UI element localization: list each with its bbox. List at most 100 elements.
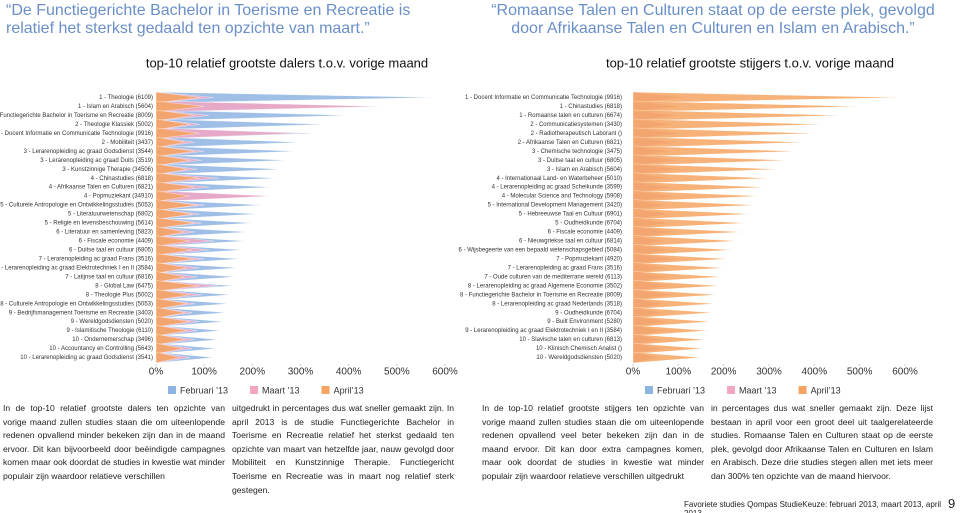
legend-label: Maart ’13 xyxy=(739,385,777,395)
chart-title: top-10 relatief grootste dalers t.o.v. v… xyxy=(146,55,428,70)
x-tick-label: 0% xyxy=(149,367,164,378)
category-label: 2 - Afrikaanse Talen en Culturen (6821) xyxy=(518,140,622,146)
bar xyxy=(155,307,185,319)
bar xyxy=(155,280,200,292)
footer: Favoriete studies Qompas StudieKeuze: fe… xyxy=(684,500,942,513)
x-tick-label: 200% xyxy=(240,367,266,378)
legend-label: April’13 xyxy=(334,385,364,395)
category-label: 3 - Duitse taal en cultuur (6805) xyxy=(538,158,622,164)
category-label: 8 - Culturele Antropologie en Ontwikkeli… xyxy=(0,301,153,307)
bar xyxy=(632,289,717,301)
legend-swatch xyxy=(250,386,259,394)
bar xyxy=(632,136,806,148)
bar xyxy=(632,145,797,157)
x-tick-label: 200% xyxy=(711,367,737,378)
category-label: 9 - Oudheidkunde (6704) xyxy=(555,310,622,316)
category-label: 4 - Popmuziekant (34910) xyxy=(84,194,153,200)
pull-quote: “De Functiegerichte Bachelor in Toerisme… xyxy=(6,2,411,37)
bar xyxy=(155,271,185,283)
category-label: 3 - Lerarenopleiding ac graad Godsdienst… xyxy=(24,149,153,155)
category-label: 4 - Molecular Science and Technology (59… xyxy=(502,194,622,200)
category-label: 1 - Docent Informatie en Communicatie Te… xyxy=(465,95,622,101)
bar xyxy=(632,343,704,355)
bar xyxy=(632,334,706,346)
category-label: 4 - Lerarenopleiding ac graad Scheikunde… xyxy=(492,185,622,191)
category-label: 9 - Lerarenopleiding ac graad Elektrotec… xyxy=(465,328,622,334)
x-tick-label: 100% xyxy=(666,367,692,378)
bar xyxy=(155,118,190,130)
category-label: 10 - Ondernemerschap (3496) xyxy=(72,337,153,343)
pull-quote: “Romaanse Talen en Culturen staat op de … xyxy=(491,2,935,37)
bar xyxy=(632,154,788,166)
bar xyxy=(632,109,842,121)
paragraph: in percentages dus wat sneller gemaakt z… xyxy=(711,403,933,481)
bar xyxy=(155,127,200,139)
x-tick-label: 300% xyxy=(756,367,782,378)
x-tick-label: 100% xyxy=(191,367,217,378)
bar xyxy=(155,325,188,337)
category-label: 5 - Culturele Antropologie en Ontwikkeli… xyxy=(0,203,153,209)
bar xyxy=(632,325,708,337)
category-label: 1 - Chinastudies (6818) xyxy=(560,104,622,110)
category-label: 10 - Lerarenopleiding ac graad Godsdiens… xyxy=(20,355,153,361)
category-label: 3 - Chemische technologie (3475) xyxy=(532,149,622,155)
category-label: 4 - Afrikaanse Talen en Culturen (6821) xyxy=(49,185,153,191)
bar xyxy=(632,307,713,319)
legend-swatch xyxy=(168,386,176,394)
x-tick-label: 600% xyxy=(432,367,458,378)
category-label: 9 - Wereldgodsdiensten (5020) xyxy=(71,319,153,325)
bar xyxy=(155,163,188,175)
category-label: 6 - Nieuwgriekse taal en cultuur (6814) xyxy=(519,239,622,245)
x-tick-label: 500% xyxy=(384,367,410,378)
bar xyxy=(632,271,722,283)
bar xyxy=(155,181,195,193)
category-label: 5 - Hebreeuwse Taal en Cultuur (6901) xyxy=(519,212,622,218)
bar xyxy=(155,253,195,265)
legend-swatch xyxy=(321,386,330,394)
bar xyxy=(155,244,193,256)
category-label: 1 - Functiegerichte Bachelor in Toerisme… xyxy=(0,113,153,119)
bar xyxy=(155,172,200,184)
category-label: 9 - Islamitische Theologie (6110) xyxy=(67,328,154,334)
x-tick-label: 600% xyxy=(892,367,918,378)
category-label: 8 - Lerarenopleiding ac graad Algemene E… xyxy=(468,283,622,289)
category-label: 4 - Chinastudies (6818) xyxy=(91,176,153,182)
bar xyxy=(155,289,190,301)
bar xyxy=(155,208,193,220)
category-label: 1 - Islam en Arabisch (5604) xyxy=(78,104,153,110)
x-tick-label: 300% xyxy=(288,367,314,378)
bar xyxy=(155,316,190,328)
category-label: 8 - Theologie Plus (5002) xyxy=(86,292,153,298)
bar xyxy=(155,145,195,157)
category-label: 3 - Islam en Arabisch (5604) xyxy=(547,167,622,173)
bar xyxy=(632,298,715,310)
bar xyxy=(632,118,824,130)
legend-swatch xyxy=(645,386,653,394)
category-label: 6 - Fiscale economie (4409) xyxy=(548,230,622,236)
bar xyxy=(632,244,733,256)
category-label: 2 - Communicatiesystemen (3430) xyxy=(530,122,622,128)
category-label: 4 - Internationaal Land- en Waterbeheer … xyxy=(496,176,622,182)
category-label: 10 - Wereldgodsdiensten (5020) xyxy=(536,355,622,361)
bar xyxy=(632,316,711,328)
category-label: 2 - Radiotherapeutisch Laborant () xyxy=(531,131,622,137)
category-label: 3 - Lerarenopleiding ac graad Duits (351… xyxy=(40,158,153,164)
bar xyxy=(632,217,747,229)
bar xyxy=(155,199,197,211)
category-label: 10 - Klinisch Chemisch Analist () xyxy=(536,346,622,352)
legend-label: Maart ’13 xyxy=(262,385,300,395)
category-label: 9 - Built Environment (5280) xyxy=(547,319,622,325)
bar xyxy=(155,262,188,274)
legend-label: Februari ’13 xyxy=(657,385,705,395)
bar xyxy=(632,163,779,175)
category-label: 2 - Docent Informatie en Communicatie Te… xyxy=(0,131,153,137)
x-tick-label: 0% xyxy=(626,367,641,378)
category-label: 2 - Mobiliteit (3437) xyxy=(102,140,153,146)
legend-label: Februari ’13 xyxy=(180,385,228,395)
bar xyxy=(632,226,742,238)
paragraph: In de top-10 relatief grootste stijgers … xyxy=(482,403,704,481)
bar xyxy=(632,181,765,193)
bar xyxy=(632,100,860,112)
category-label: 7 - Lerarenopleiding ac graad Elektrotec… xyxy=(0,265,153,271)
